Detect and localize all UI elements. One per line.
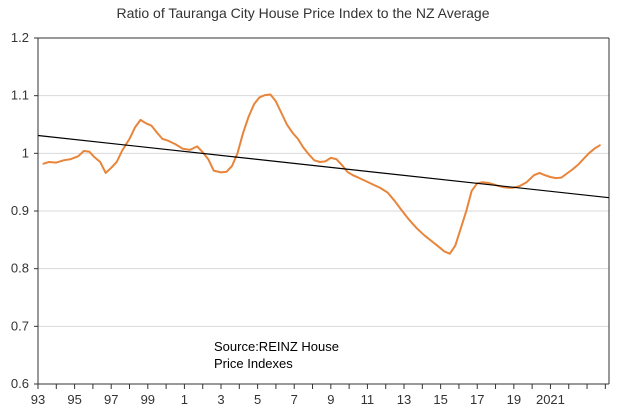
- y-tick-label: 0.7: [11, 318, 29, 333]
- x-tick-label: 1: [181, 392, 188, 407]
- x-tick-label: 15: [433, 392, 447, 407]
- y-axis-ticks: 0.6 0.7 0.8 0.9 1 1.1 1.2: [11, 30, 38, 391]
- x-tick-label: 11: [361, 392, 375, 407]
- y-tick-label: 1.1: [11, 88, 29, 103]
- x-tick-label: 93: [31, 392, 45, 407]
- x-tick-label: 9: [327, 392, 334, 407]
- trend-line: [37, 134, 610, 199]
- y-tick-label: 0.9: [11, 203, 29, 218]
- y-tick-label: 0.8: [11, 261, 29, 276]
- x-axis-ticks: 93 95 97 99 1 3 5 7 9 11 13 15 17 19 2021: [31, 384, 606, 407]
- annotation-line-2: Price Indexes: [214, 356, 293, 371]
- annotation-line-1: Source:REINZ House: [214, 339, 339, 354]
- grid-lines: [38, 95, 609, 327]
- x-tick-label: 3: [217, 392, 224, 407]
- x-tick-label: 97: [104, 392, 118, 407]
- x-tick-label: 17: [470, 392, 484, 407]
- x-tick-label: 19: [507, 392, 521, 407]
- x-tick-label: 95: [67, 392, 81, 407]
- y-tick-label: 1.2: [11, 30, 29, 45]
- series-layer: [37, 93, 610, 255]
- x-tick-label: 2021: [536, 392, 565, 407]
- y-tick-label: 1: [22, 145, 29, 160]
- y-tick-label: 0.6: [11, 376, 29, 391]
- x-tick-label: 5: [254, 392, 261, 407]
- x-tick-label: 13: [397, 392, 411, 407]
- ratio-series-line: [42, 93, 601, 255]
- x-tick-label: 7: [291, 392, 298, 407]
- chart-title: Ratio of Tauranga City House Price Index…: [116, 5, 489, 21]
- x-tick-label: 99: [141, 392, 155, 407]
- source-annotation: Source:REINZ House Price Indexes: [214, 339, 339, 371]
